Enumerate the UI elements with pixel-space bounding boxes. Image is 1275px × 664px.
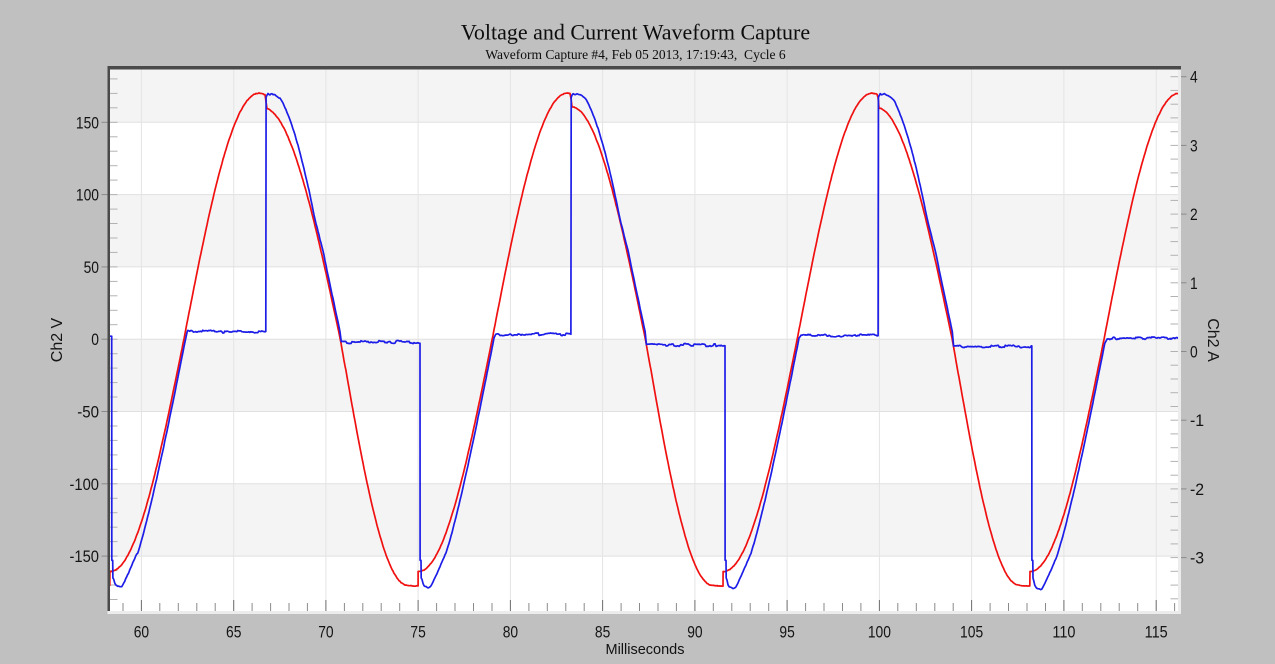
svg-text:65: 65 <box>226 623 241 642</box>
svg-text:70: 70 <box>318 623 333 642</box>
svg-text:100: 100 <box>868 623 891 642</box>
svg-text:50: 50 <box>84 258 99 277</box>
svg-text:95: 95 <box>779 623 794 642</box>
svg-text:-3: -3 <box>1190 549 1204 568</box>
svg-text:0: 0 <box>1190 343 1198 362</box>
svg-text:Ch2 V: Ch2 V <box>49 317 66 362</box>
svg-text:-100: -100 <box>70 475 100 494</box>
svg-text:105: 105 <box>960 623 983 642</box>
svg-text:Voltage and Current Waveform C: Voltage and Current Waveform Capture <box>461 20 810 45</box>
svg-text:Waveform Capture #4, Feb 05 20: Waveform Capture #4, Feb 05 2013, 17:19:… <box>485 47 786 62</box>
svg-text:85: 85 <box>595 623 610 642</box>
svg-text:90: 90 <box>687 623 702 642</box>
svg-text:60: 60 <box>134 623 149 642</box>
svg-text:75: 75 <box>410 623 425 642</box>
svg-text:1: 1 <box>1190 274 1198 293</box>
svg-text:80: 80 <box>503 623 518 642</box>
svg-text:100: 100 <box>76 186 99 205</box>
svg-text:-2: -2 <box>1190 480 1204 499</box>
svg-text:Milliseconds: Milliseconds <box>606 642 685 658</box>
svg-text:-50: -50 <box>77 403 99 422</box>
svg-text:2: 2 <box>1190 205 1198 224</box>
svg-text:110: 110 <box>1052 623 1075 642</box>
svg-text:115: 115 <box>1145 623 1168 642</box>
svg-text:150: 150 <box>76 113 99 132</box>
svg-text:4: 4 <box>1190 68 1198 87</box>
svg-text:-150: -150 <box>70 547 100 566</box>
svg-text:3: 3 <box>1190 136 1198 155</box>
svg-text:-1: -1 <box>1190 411 1204 430</box>
svg-text:0: 0 <box>91 330 99 349</box>
svg-text:Ch2 A: Ch2 A <box>1204 318 1221 362</box>
